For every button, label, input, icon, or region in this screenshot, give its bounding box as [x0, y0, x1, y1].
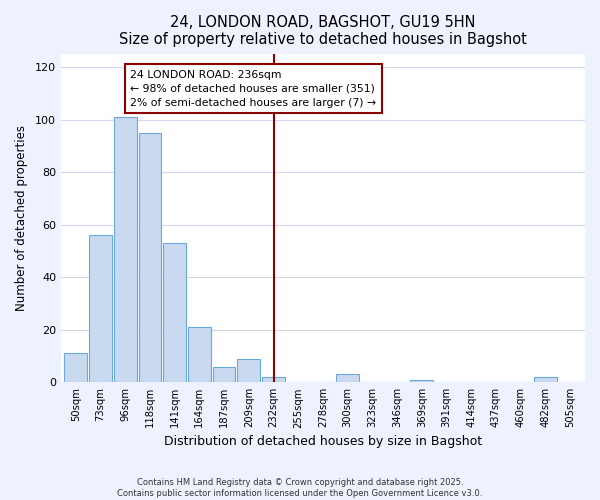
Bar	[163, 243, 186, 382]
Bar	[114, 117, 137, 382]
Bar	[262, 377, 285, 382]
Text: Contains HM Land Registry data © Crown copyright and database right 2025.
Contai: Contains HM Land Registry data © Crown c…	[118, 478, 482, 498]
Bar	[89, 236, 112, 382]
Bar	[213, 366, 235, 382]
Y-axis label: Number of detached properties: Number of detached properties	[15, 125, 28, 311]
Bar	[64, 354, 87, 382]
Bar	[337, 374, 359, 382]
Title: 24, LONDON ROAD, BAGSHOT, GU19 5HN
Size of property relative to detached houses : 24, LONDON ROAD, BAGSHOT, GU19 5HN Size …	[119, 15, 527, 48]
X-axis label: Distribution of detached houses by size in Bagshot: Distribution of detached houses by size …	[164, 434, 482, 448]
Bar	[139, 133, 161, 382]
Bar	[410, 380, 433, 382]
Text: 24 LONDON ROAD: 236sqm
← 98% of detached houses are smaller (351)
2% of semi-det: 24 LONDON ROAD: 236sqm ← 98% of detached…	[130, 70, 376, 108]
Bar	[238, 358, 260, 382]
Bar	[188, 327, 211, 382]
Bar	[534, 377, 557, 382]
